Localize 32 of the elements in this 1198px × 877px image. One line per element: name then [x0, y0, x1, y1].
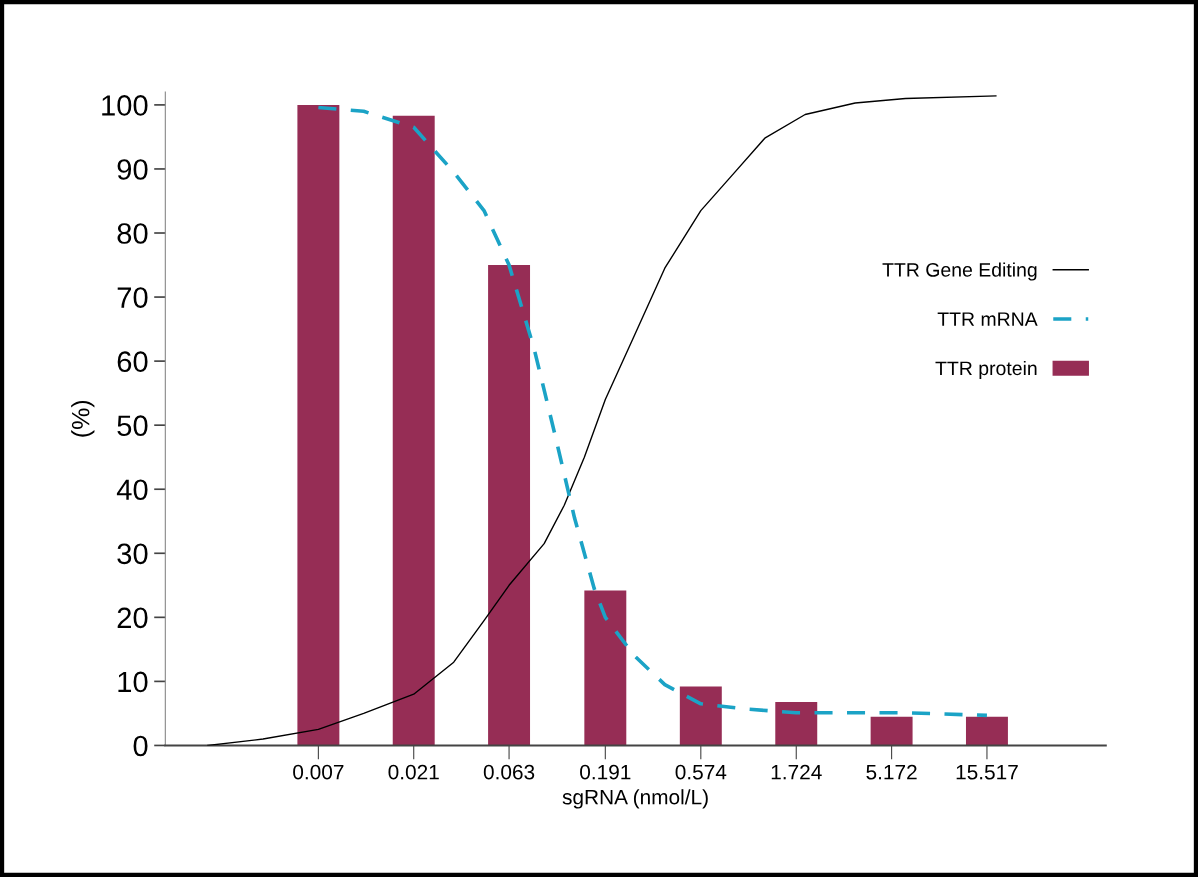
- y-tick-label: 0: [133, 735, 148, 757]
- legend-label: TTR Gene Editing: [882, 262, 1037, 281]
- y-tick-label: 90: [117, 159, 148, 180]
- y-tick-label: 70: [117, 287, 148, 308]
- bar: [392, 115, 435, 746]
- x-tick-label: 0.063: [483, 764, 535, 780]
- bar: [297, 104, 340, 746]
- y-tick-label: 10: [118, 671, 148, 693]
- y-tick-label: 40: [116, 479, 148, 501]
- bar: [965, 716, 1008, 746]
- y-tick-label: 80: [117, 223, 148, 244]
- x-tick-label: 0.191: [580, 764, 631, 780]
- x-tick-label: 0.021: [388, 764, 439, 780]
- x-tick-label: 5.172: [866, 764, 917, 780]
- bar: [775, 701, 818, 746]
- x-tick-label: 15.517: [956, 764, 1018, 780]
- bar: [488, 265, 531, 746]
- x-axis-title: sgRNA (nmol/L): [562, 789, 708, 809]
- bar: [584, 590, 627, 746]
- bar: [679, 686, 722, 746]
- y-tick-label: 100: [102, 95, 148, 116]
- x-tick-label: 1.724: [771, 764, 822, 780]
- y-tick-label: 60: [117, 351, 148, 372]
- bar: [870, 716, 913, 746]
- x-tick-label: 0.007: [293, 764, 344, 780]
- y-tick-label: 30: [117, 543, 148, 565]
- y-axis-title: (%): [71, 400, 95, 437]
- legend-label: TTR mRNA: [937, 312, 1038, 326]
- x-tick-label: 0.574: [675, 764, 727, 780]
- y-tick-label: 50: [117, 415, 148, 437]
- y-tick-label: 20: [117, 607, 148, 629]
- legend-label: TTR protein: [935, 360, 1037, 380]
